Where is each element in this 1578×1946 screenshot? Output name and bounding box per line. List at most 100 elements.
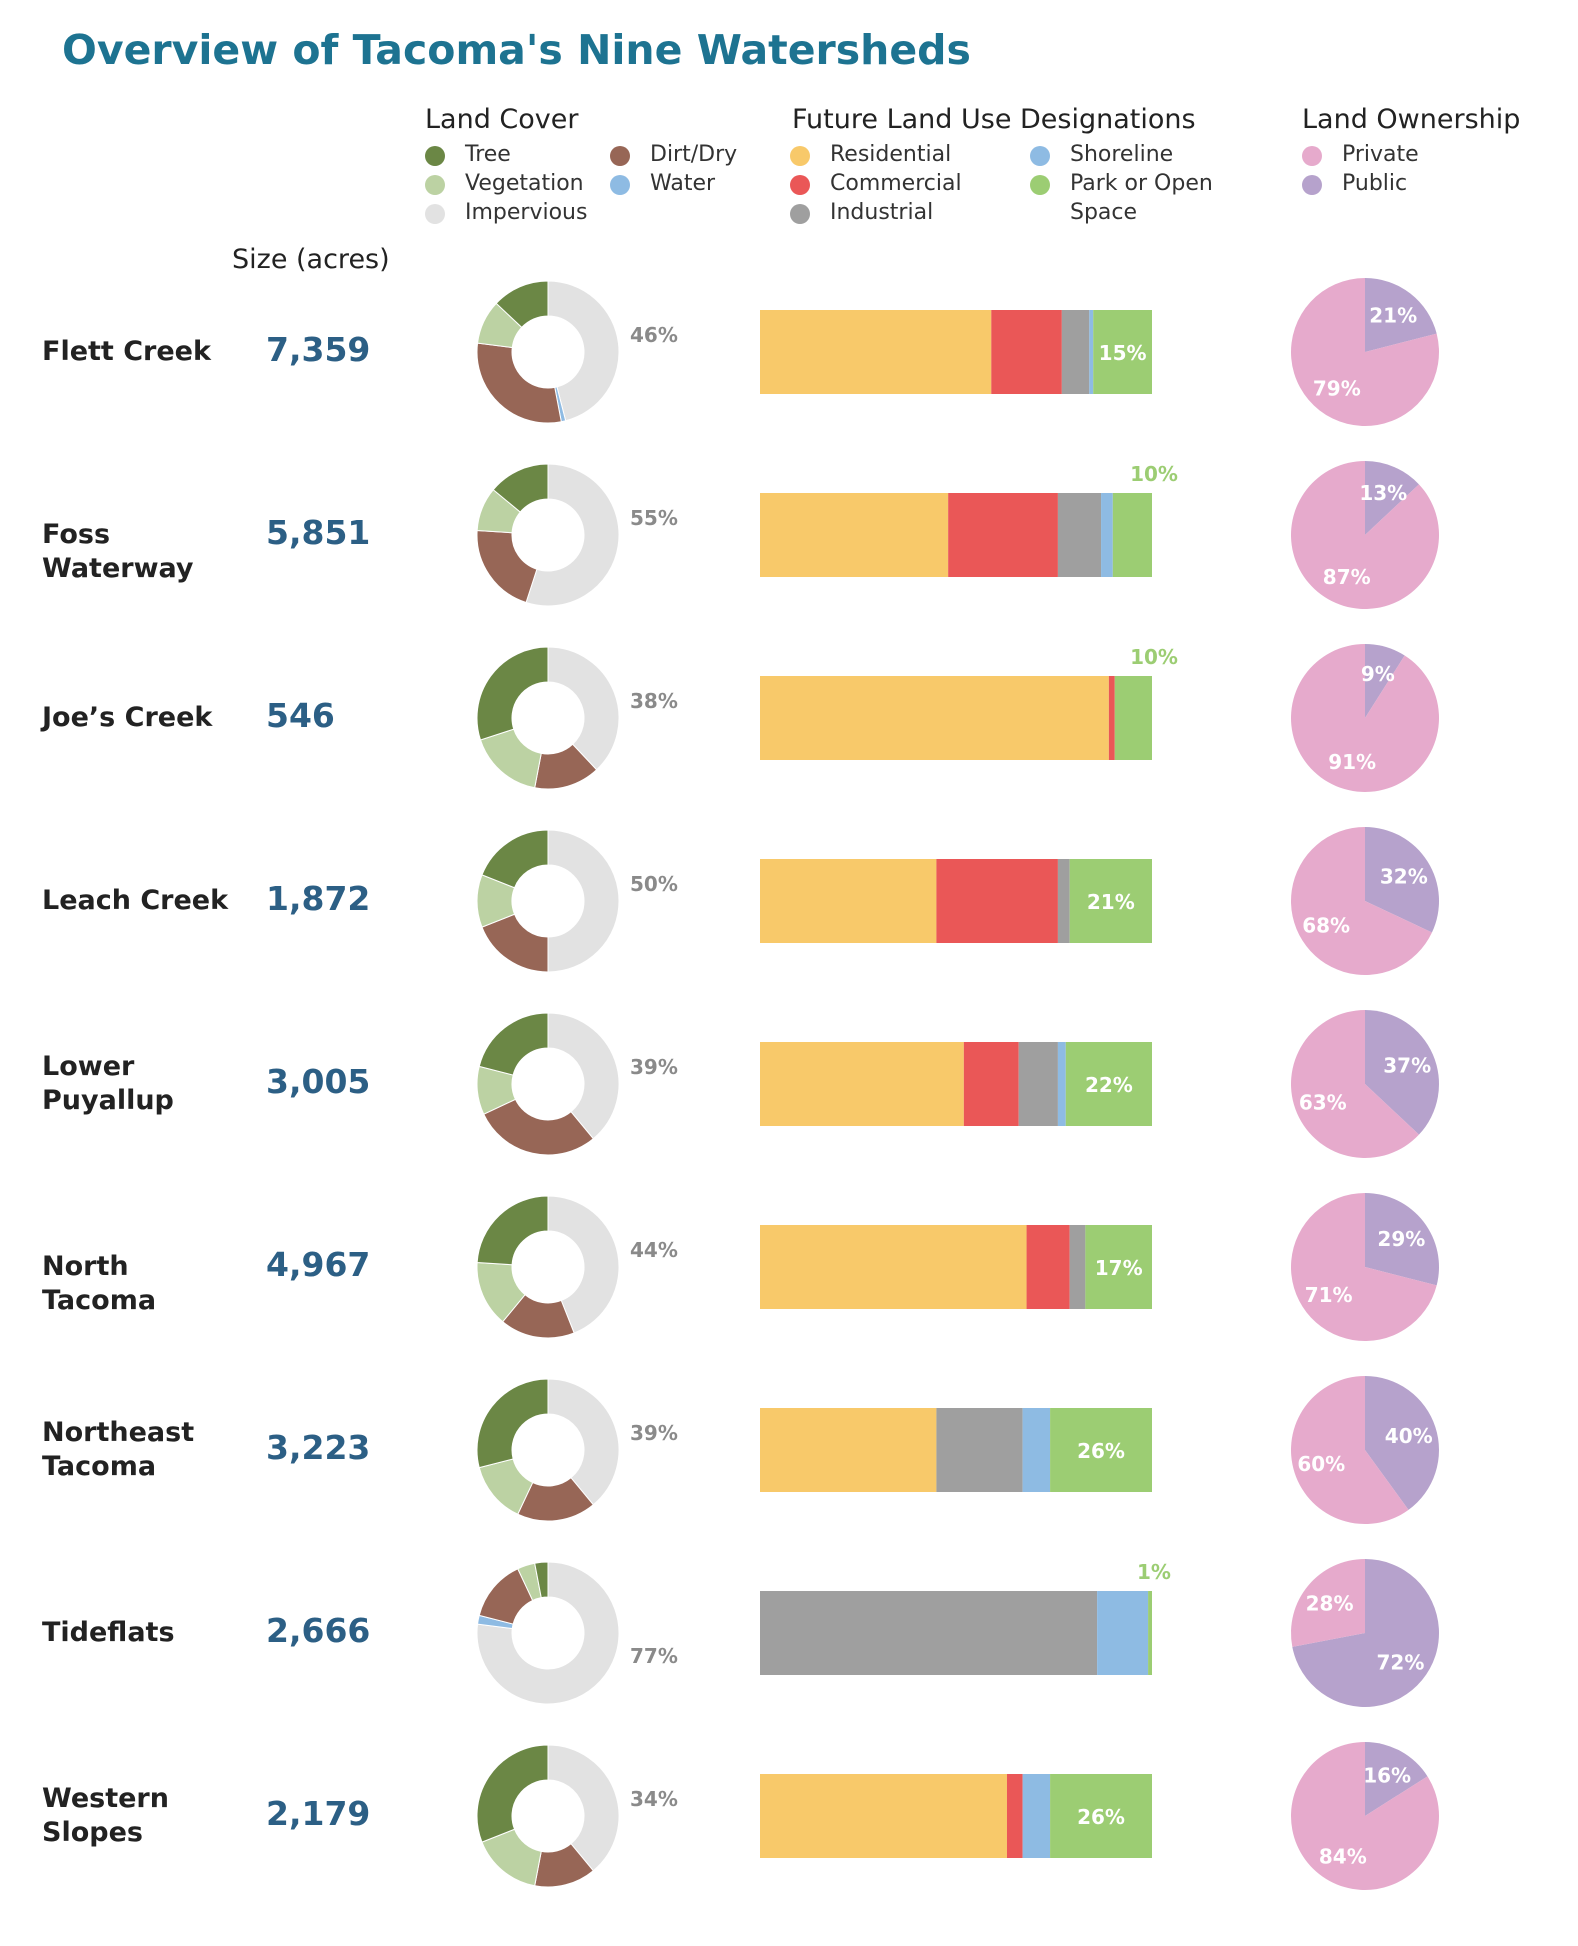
- land-use-bar-commercial-leach-creek: [936, 859, 1058, 943]
- impervious-label-joe-s-creek: 38%: [630, 689, 678, 713]
- ownership-slice-private-north-tacoma: [1291, 1193, 1437, 1342]
- land-use-bar-residential-northeast-tacoma: [760, 1408, 937, 1492]
- land-use-bar-commercial-flett-creek: [991, 310, 1062, 394]
- watershed-size-leach-creek: 1,872: [266, 879, 371, 918]
- legend-label-public: Public: [1342, 171, 1408, 196]
- watershed-size-flett-creek: 7,359: [266, 330, 371, 369]
- ownership-slice-public-north-tacoma: [1365, 1193, 1439, 1286]
- land-use-bar-commercial-lower-puyallup: [963, 1042, 1019, 1126]
- watershed-name-foss-waterway: Foss Waterway: [42, 519, 194, 584]
- land-cover-slice-tree-north-tacoma: [476, 1195, 549, 1266]
- private-label-northeast-tacoma: 60%: [1297, 1452, 1345, 1476]
- park-label-flett-creek: 15%: [1099, 341, 1147, 365]
- legend-label-private: Private: [1342, 142, 1419, 167]
- park-label-north-tacoma: 17%: [1095, 1256, 1143, 1280]
- impervious-label-northeast-tacoma: 39%: [630, 1421, 678, 1445]
- private-label-western-slopes: 84%: [1319, 1844, 1367, 1868]
- land-use-bar-industrial-foss-waterway: [1057, 493, 1102, 577]
- land-use-bar-industrial-leach-creek: [1057, 859, 1070, 943]
- land-cover-slice-tree-northeast-tacoma: [476, 1378, 549, 1469]
- land-cover-slice-impervious-leach-creek: [547, 829, 620, 973]
- ownership-slice-public-tideflats: [1292, 1559, 1439, 1707]
- ownership-slice-private-flett-creek: [1291, 278, 1439, 426]
- impervious-label-leach-creek: 50%: [630, 872, 678, 896]
- land-use-bar-residential-flett-creek: [760, 310, 992, 394]
- public-label-north-tacoma: 29%: [1377, 1227, 1425, 1251]
- ownership-slice-public-flett-creek: [1365, 278, 1437, 352]
- land-cover-slice-dirt-dry-flett-creek: [476, 342, 562, 424]
- land-use-bar-park-flett-creek: [1093, 310, 1152, 394]
- land-use-bar-industrial-northeast-tacoma: [936, 1408, 1023, 1492]
- land-cover-slice-tree-tideflats: [534, 1561, 549, 1599]
- land-use-bar-park-joe-s-creek: [1114, 676, 1152, 760]
- legend-label-industrial: Industrial: [830, 200, 934, 225]
- legend-label-tree: Tree: [465, 142, 511, 167]
- watershed-name-flett-creek: Flett Creek: [42, 336, 211, 367]
- public-label-leach-creek: 32%: [1380, 864, 1428, 888]
- land-use-bar-commercial-foss-waterway: [948, 493, 1058, 577]
- ownership-slice-private-tideflats: [1291, 1559, 1365, 1647]
- ownership-slice-public-northeast-tacoma: [1365, 1376, 1440, 1510]
- ownership-slice-public-leach-creek: [1365, 827, 1439, 933]
- land-use-bar-industrial-tideflats: [760, 1591, 1098, 1675]
- watershed-name-tideflats: Tideflats: [42, 1617, 175, 1648]
- watershed-size-joe-s-creek: 546: [266, 696, 335, 735]
- watershed-name-lower-puyallup: Lower Puyallup: [42, 1051, 174, 1116]
- land-cover-title: Land Cover: [425, 104, 579, 135]
- private-label-joe-s-creek: 91%: [1328, 750, 1376, 774]
- watershed-size-tideflats: 2,666: [266, 1611, 371, 1650]
- watershed-size-lower-puyallup: 3,005: [266, 1062, 371, 1101]
- page-title: Overview of Tacoma's Nine Watersheds: [62, 26, 971, 74]
- legend-swatch-dirt-dry: [610, 146, 630, 166]
- legend-swatch-private: [1302, 146, 1322, 166]
- ownership-slice-public-western-slopes: [1365, 1742, 1428, 1816]
- legend-label-commercial: Commercial: [830, 171, 962, 196]
- land-cover-slice-tree-foss-waterway: [492, 463, 549, 513]
- private-label-tideflats: 28%: [1306, 1592, 1354, 1616]
- land-cover-slice-impervious-western-slopes: [547, 1744, 620, 1872]
- private-label-north-tacoma: 71%: [1305, 1283, 1353, 1307]
- watershed-size-foss-waterway: 5,851: [266, 513, 371, 552]
- park-label-joe-s-creek: 10%: [1130, 645, 1178, 669]
- impervious-label-tideflats: 77%: [630, 1644, 678, 1668]
- ownership-slice-private-western-slopes: [1291, 1742, 1440, 1891]
- legend-label-park: Park or Open: [1070, 171, 1213, 196]
- land-use-bar-shoreline-lower-puyallup: [1057, 1042, 1066, 1126]
- private-label-lower-puyallup: 63%: [1299, 1090, 1347, 1114]
- land-use-bar-residential-leach-creek: [760, 859, 937, 943]
- watershed-size-northeast-tacoma: 3,223: [266, 1428, 371, 1467]
- land-use-bar-commercial-joe-s-creek: [1108, 676, 1115, 760]
- land-use-bar-industrial-flett-creek: [1061, 310, 1090, 394]
- land-use-bar-residential-foss-waterway: [760, 493, 949, 577]
- land-cover-slice-vegetation-joe-s-creek: [479, 728, 542, 789]
- land-use-bar-park-north-tacoma: [1085, 1225, 1152, 1309]
- legend-swatch-commercial: [790, 175, 810, 195]
- future-land-use-title: Future Land Use Designations: [792, 104, 1196, 135]
- size-column-header: Size (acres): [232, 244, 390, 275]
- ownership-slice-public-foss-waterway: [1365, 461, 1419, 535]
- public-label-flett-creek: 21%: [1369, 304, 1417, 328]
- ownership-slice-private-northeast-tacoma: [1291, 1376, 1409, 1524]
- watershed-size-western-slopes: 2,179: [266, 1794, 371, 1833]
- public-label-tideflats: 72%: [1377, 1650, 1425, 1674]
- land-cover-slice-tree-joe-s-creek: [476, 646, 549, 741]
- impervious-label-foss-waterway: 55%: [630, 506, 678, 530]
- legend-label-impervious: Impervious: [465, 200, 588, 225]
- land-cover-slice-impervious-flett-creek: [547, 280, 620, 422]
- watershed-name-western-slopes: Western Slopes: [42, 1783, 169, 1848]
- land-use-bar-park-foss-waterway: [1112, 493, 1152, 577]
- public-label-northeast-tacoma: 40%: [1385, 1424, 1433, 1448]
- land-cover-slice-impervious-foss-waterway: [525, 463, 620, 607]
- park-label-northeast-tacoma: 26%: [1077, 1439, 1125, 1463]
- land-cover-slice-impervious-north-tacoma: [547, 1195, 620, 1334]
- legend-label-dirt-dry: Dirt/Dry: [650, 142, 738, 167]
- land-cover-slice-impervious-northeast-tacoma: [547, 1378, 620, 1506]
- legend-swatch-water: [610, 175, 630, 195]
- watershed-name-north-tacoma: North Tacoma: [42, 1251, 157, 1316]
- impervious-label-lower-puyallup: 39%: [630, 1055, 678, 1079]
- land-cover-slice-impervious-tideflats: [476, 1561, 620, 1705]
- impervious-label-western-slopes: 34%: [630, 1787, 678, 1811]
- park-label-lower-puyallup: 22%: [1085, 1073, 1133, 1097]
- land-use-bar-park-western-slopes: [1050, 1774, 1152, 1858]
